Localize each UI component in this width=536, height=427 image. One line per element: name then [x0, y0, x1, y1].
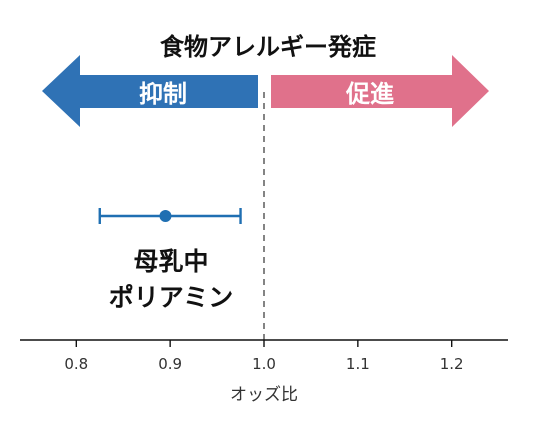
x-axis-title: オッズ比: [230, 385, 298, 405]
point-label: ポリアミン: [109, 283, 234, 312]
x-tick-label: 0.9: [158, 355, 182, 373]
point-label: 母乳中: [133, 247, 208, 276]
arrow-right-promote: [271, 55, 489, 127]
arrow-left-label: 抑制: [139, 80, 187, 108]
x-tick-label: 0.8: [64, 355, 88, 373]
x-ticks: 0.8 0.9 1.0 1.1 1.2: [64, 340, 464, 373]
x-tick-label: 1.1: [346, 355, 370, 373]
point-estimate: [159, 210, 172, 222]
arrow-right-label: 促進: [345, 80, 394, 108]
chart-title: 食物アレルギー発症: [160, 33, 376, 61]
arrow-left-suppress: [42, 55, 258, 127]
x-tick-label: 1.0: [252, 355, 276, 373]
x-tick-label: 1.2: [440, 355, 464, 373]
